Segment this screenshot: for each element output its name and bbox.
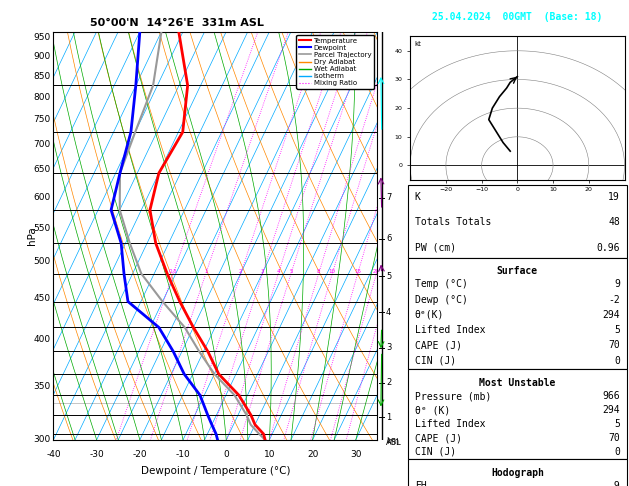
Bar xyxy=(408,258,626,369)
Text: 5: 5 xyxy=(614,325,620,335)
Text: Dewpoint / Temperature (°C): Dewpoint / Temperature (°C) xyxy=(141,467,290,476)
Text: 400: 400 xyxy=(33,335,50,344)
Text: -10: -10 xyxy=(175,450,191,459)
Text: -20: -20 xyxy=(133,450,147,459)
Text: -2: -2 xyxy=(608,295,620,305)
Text: 700: 700 xyxy=(33,139,50,149)
Text: 8: 8 xyxy=(317,269,320,274)
Text: 15: 15 xyxy=(354,269,361,274)
Text: Pressure (mb): Pressure (mb) xyxy=(415,391,491,401)
Bar xyxy=(408,185,626,258)
Legend: Temperature, Dewpoint, Parcel Trajectory, Dry Adiabat, Wet Adiabat, Isotherm, Mi: Temperature, Dewpoint, Parcel Trajectory… xyxy=(296,35,374,89)
Text: Dewp (°C): Dewp (°C) xyxy=(415,295,467,305)
Text: K: K xyxy=(415,192,421,202)
Text: CAPE (J): CAPE (J) xyxy=(415,433,462,443)
Text: 750: 750 xyxy=(33,116,50,124)
Text: 5: 5 xyxy=(614,419,620,429)
Text: 0.5: 0.5 xyxy=(169,269,177,274)
Text: Mixing Ratio (g/kg): Mixing Ratio (g/kg) xyxy=(415,193,425,278)
Text: 294: 294 xyxy=(603,310,620,320)
Text: Surface: Surface xyxy=(497,266,538,277)
Text: 450: 450 xyxy=(33,294,50,303)
Text: 10: 10 xyxy=(329,269,336,274)
Text: 5: 5 xyxy=(386,272,391,281)
Text: hPa: hPa xyxy=(28,226,37,245)
Text: 25.04.2024  00GMT  (Base: 18): 25.04.2024 00GMT (Base: 18) xyxy=(432,12,603,22)
Text: Lifted Index: Lifted Index xyxy=(415,325,485,335)
Text: 0: 0 xyxy=(614,447,620,457)
Text: 0.96: 0.96 xyxy=(596,243,620,253)
Text: Lifted Index: Lifted Index xyxy=(415,419,485,429)
Text: 2: 2 xyxy=(239,269,243,274)
Text: 1: 1 xyxy=(204,269,208,274)
Text: 3: 3 xyxy=(260,269,264,274)
Text: 6: 6 xyxy=(386,234,391,243)
Text: km: km xyxy=(386,437,399,446)
Text: 20: 20 xyxy=(373,269,380,274)
Text: -30: -30 xyxy=(89,450,104,459)
Text: 2: 2 xyxy=(386,378,391,387)
Text: 20: 20 xyxy=(307,450,318,459)
Text: 500: 500 xyxy=(33,257,50,266)
Text: 9: 9 xyxy=(614,279,620,289)
Text: CIN (J): CIN (J) xyxy=(415,356,456,365)
Text: 1: 1 xyxy=(386,413,391,421)
Text: 70: 70 xyxy=(608,433,620,443)
Bar xyxy=(408,369,626,459)
Text: 950: 950 xyxy=(33,33,50,42)
Text: 10: 10 xyxy=(264,450,275,459)
Text: Temp (°C): Temp (°C) xyxy=(415,279,467,289)
Text: -40: -40 xyxy=(46,450,61,459)
Text: Totals Totals: Totals Totals xyxy=(415,217,491,227)
Text: 850: 850 xyxy=(33,72,50,81)
Text: 70: 70 xyxy=(608,340,620,350)
Text: 900: 900 xyxy=(33,52,50,61)
Text: θᵉ(K): θᵉ(K) xyxy=(415,310,444,320)
Text: 0: 0 xyxy=(223,450,229,459)
Text: PW (cm): PW (cm) xyxy=(415,243,456,253)
Text: 294: 294 xyxy=(603,405,620,415)
Text: Hodograph: Hodograph xyxy=(491,468,544,478)
Text: 550: 550 xyxy=(33,224,50,233)
Text: 30: 30 xyxy=(350,450,362,459)
Text: 3: 3 xyxy=(386,343,391,352)
Text: -9: -9 xyxy=(608,481,620,486)
Text: 50°00'N  14°26'E  331m ASL: 50°00'N 14°26'E 331m ASL xyxy=(89,17,264,28)
Text: 600: 600 xyxy=(33,193,50,202)
Text: 650: 650 xyxy=(33,165,50,174)
Text: 0: 0 xyxy=(614,356,620,365)
Text: 350: 350 xyxy=(33,382,50,391)
Text: 5: 5 xyxy=(289,269,292,274)
Text: kt: kt xyxy=(415,41,421,47)
Text: 19: 19 xyxy=(608,192,620,202)
Text: CIN (J): CIN (J) xyxy=(415,447,456,457)
Bar xyxy=(408,459,626,486)
Text: 300: 300 xyxy=(33,435,50,444)
Text: 48: 48 xyxy=(608,217,620,227)
Text: θᵉ (K): θᵉ (K) xyxy=(415,405,450,415)
Text: 800: 800 xyxy=(33,93,50,102)
Text: 966: 966 xyxy=(603,391,620,401)
Text: EH: EH xyxy=(415,481,426,486)
Text: ASL: ASL xyxy=(386,438,401,447)
Text: 4: 4 xyxy=(277,269,280,274)
Text: 7: 7 xyxy=(386,193,391,202)
Text: 4: 4 xyxy=(386,308,391,316)
Text: CAPE (J): CAPE (J) xyxy=(415,340,462,350)
Text: Most Unstable: Most Unstable xyxy=(479,378,555,388)
